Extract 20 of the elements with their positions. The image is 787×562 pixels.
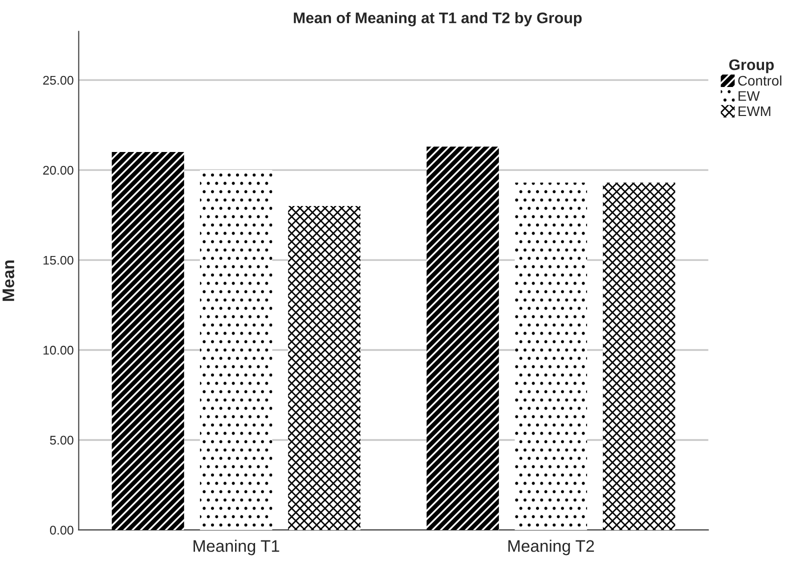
legend-label: Control xyxy=(738,75,782,86)
bar xyxy=(514,182,588,530)
y-tick-label: 15.00 xyxy=(44,256,74,265)
y-axis-title: Mean xyxy=(2,260,14,301)
y-tick-label: 5.00 xyxy=(50,436,74,445)
bar xyxy=(602,182,676,530)
bar xyxy=(426,146,499,530)
x-tick-label: Meaning T1 xyxy=(194,540,280,556)
bar xyxy=(200,170,272,530)
y-tick-label: 25.00 xyxy=(43,76,74,85)
y-tick-label: 20.00 xyxy=(43,166,74,175)
legend-label: EWM xyxy=(738,106,770,116)
y-tick-label: 0.00 xyxy=(50,526,74,535)
y-tick-label: 10.00 xyxy=(44,346,74,355)
legend-title: Group xyxy=(729,59,774,74)
legend-label: EW xyxy=(738,91,760,101)
chart-title: Mean of Meaning at T1 and T2 by Group xyxy=(294,12,582,26)
x-tick-label: Meaning T2 xyxy=(508,540,594,556)
bar xyxy=(288,206,360,530)
bar xyxy=(112,152,184,530)
